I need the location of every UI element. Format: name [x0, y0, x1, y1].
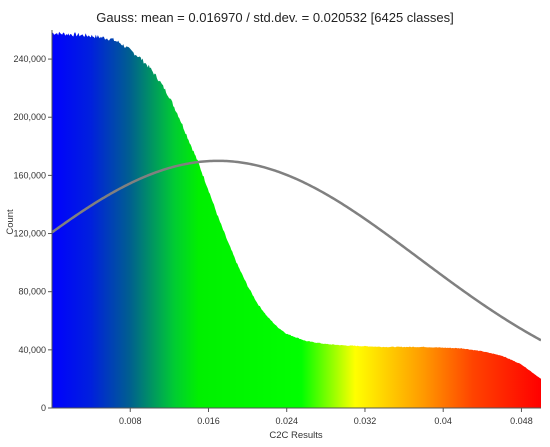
x-tick-label: 0.032	[354, 416, 377, 426]
x-tick-label: 0.048	[510, 416, 533, 426]
y-tick-label: 160,000	[13, 170, 46, 180]
y-tick-label: 0	[41, 403, 46, 413]
x-tick-label: 0.008	[119, 416, 142, 426]
y-axis-label: Count	[5, 209, 16, 235]
x-tick-label: 0.016	[197, 416, 220, 426]
y-tick-label: 40,000	[18, 345, 46, 355]
y-tick-label: 200,000	[13, 112, 46, 122]
x-tick-group: 0.008 0.016 0.024 0.032 0.04 0.048	[119, 408, 533, 426]
y-tick-group: 0 40,000 80,000 120,000 160,000 200,000 240,00…	[13, 54, 52, 413]
x-tick-label: 0.04	[434, 416, 452, 426]
histogram-layer	[52, 31, 541, 408]
x-tick-label: 0.024	[275, 416, 298, 426]
gauss-curve-layer	[52, 159, 541, 342]
y-tick-label: 240,000	[13, 54, 46, 64]
x-axis-label: C2C Results	[269, 430, 323, 441]
chart-title: Gauss: mean = 0.016970 / std.dev. = 0.02…	[96, 10, 454, 25]
y-tick-label: 120,000	[13, 229, 46, 239]
gauss-curve	[52, 159, 541, 342]
histogram-area	[52, 31, 541, 408]
y-tick-label: 80,000	[18, 287, 46, 297]
